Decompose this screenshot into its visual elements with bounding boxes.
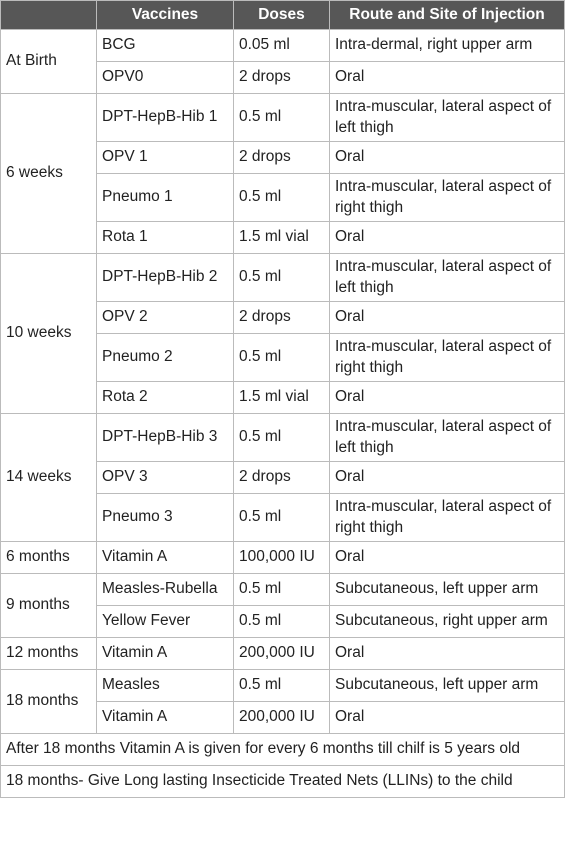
route-cell: Oral <box>329 637 565 670</box>
dose-cell: 1.5 ml vial <box>233 221 330 254</box>
table-row: Yellow Fever 0.5 ml Subcutaneous, right up… <box>1 605 565 638</box>
note-cell: 18 months- Give Long lasting Insecticide… <box>0 765 565 798</box>
route-cell: Intra-muscular, lateral aspect of right … <box>329 493 565 542</box>
route-cell: Oral <box>329 461 565 494</box>
table-row: Rota 2 1.5 ml vial Oral <box>1 381 565 414</box>
dose-cell: 200,000 IU <box>233 637 330 670</box>
route-cell: Subcutaneous, left upper arm <box>329 573 565 606</box>
table-row: Pneumo 1 0.5 ml Intra-muscular, lateral as… <box>1 173 565 222</box>
vaccine-cell: DPT-HepB-Hib 1 <box>96 93 234 142</box>
table-row: 6 weeks DPT-HepB-Hib 1 0.5 ml Intra-muscula… <box>0 93 565 254</box>
vaccine-cell: Vitamin A <box>96 541 234 574</box>
vaccination-table: Vaccines Doses Route and Site of Injection… <box>0 0 565 798</box>
route-cell: Oral <box>329 381 565 414</box>
age-cell: 6 weeks <box>0 93 97 254</box>
vaccine-cell: DPT-HepB-Hib 3 <box>96 413 234 462</box>
route-cell: Subcutaneous, left upper arm <box>329 669 565 702</box>
vaccine-cell: DPT-HepB-Hib 2 <box>96 253 234 302</box>
table-row: 6 months Vitamin A 100,000 IU Oral <box>0 541 565 574</box>
table-row: 18 months Measles 0.5 ml Subcutaneous, left… <box>0 669 565 734</box>
age-cell: 14 weeks <box>0 413 97 542</box>
table-row: At Birth BCG 0.05 ml Intra-dermal, right up… <box>0 29 565 94</box>
dose-cell: 0.5 ml <box>233 333 330 382</box>
route-cell: Intra-muscular, lateral aspect of right … <box>329 333 565 382</box>
table-row: Pneumo 3 0.5 ml Intra-muscular, lateral as… <box>1 493 565 542</box>
vaccine-cell: BCG <box>96 29 234 62</box>
route-cell: Oral <box>329 61 565 94</box>
dose-cell: 0.5 ml <box>233 493 330 542</box>
header-cell <box>0 0 97 30</box>
route-cell: Oral <box>329 221 565 254</box>
age-cell: 9 months <box>0 573 97 638</box>
note-row: After 18 months Vitamin A is given for e… <box>0 733 565 766</box>
dose-cell: 100,000 IU <box>233 541 330 574</box>
note-row: 18 months- Give Long lasting Insecticide… <box>0 765 565 798</box>
header-cell: Route and Site of Injection <box>329 0 565 30</box>
vaccine-cell: Measles-Rubella <box>96 573 234 606</box>
table-row: 9 months Measles-Rubella 0.5 ml Subcutaneou… <box>0 573 565 638</box>
table-row: 10 weeks DPT-HepB-Hib 2 0.5 ml Intra-muscul… <box>0 253 565 414</box>
vaccine-cell: Vitamin A <box>96 701 234 734</box>
dose-cell: 0.5 ml <box>233 573 330 606</box>
table-row: 12 months Vitamin A 200,000 IU Oral <box>0 637 565 670</box>
vaccine-cell: OPV 1 <box>96 141 234 174</box>
header-cell: Doses <box>233 0 330 30</box>
table-row: Pneumo 2 0.5 ml Intra-muscular, lateral as… <box>1 333 565 382</box>
vaccine-cell: Pneumo 3 <box>96 493 234 542</box>
dose-cell: 0.5 ml <box>233 253 330 302</box>
table-row: 14 weeks DPT-HepB-Hib 3 0.5 ml Intra-muscul… <box>0 413 565 542</box>
dose-cell: 0.5 ml <box>233 669 330 702</box>
dose-cell: 0.5 ml <box>233 173 330 222</box>
header-cell: Vaccines <box>96 0 234 30</box>
route-cell: Oral <box>329 141 565 174</box>
vaccine-cell: Rota 2 <box>96 381 234 414</box>
vaccine-cell: Vitamin A <box>96 637 234 670</box>
route-cell: Intra-muscular, lateral aspect of right … <box>329 173 565 222</box>
age-cell: 10 weeks <box>0 253 97 414</box>
table-row: OPV0 2 drops Oral <box>1 61 565 94</box>
table-body: At Birth BCG 0.05 ml Intra-dermal, right up… <box>0 29 565 798</box>
route-cell: Intra-muscular, lateral aspect of left t… <box>329 93 565 142</box>
dose-cell: 0.5 ml <box>233 413 330 462</box>
dose-cell: 1.5 ml vial <box>233 381 330 414</box>
dose-cell: 0.5 ml <box>233 605 330 638</box>
dose-cell: 200,000 IU <box>233 701 330 734</box>
route-cell: Intra-muscular, lateral aspect of left t… <box>329 413 565 462</box>
vaccine-cell: OPV0 <box>96 61 234 94</box>
vaccine-cell: OPV 3 <box>96 461 234 494</box>
header-row: Vaccines Doses Route and Site of Injection <box>0 0 565 30</box>
vaccine-cell: Yellow Fever <box>96 605 234 638</box>
age-cell: 12 months <box>0 637 97 670</box>
note-cell: After 18 months Vitamin A is given for e… <box>0 733 565 766</box>
route-cell: Oral <box>329 701 565 734</box>
vaccine-cell: Measles <box>96 669 234 702</box>
route-cell: Oral <box>329 301 565 334</box>
dose-cell: 0.05 ml <box>233 29 330 62</box>
vaccine-cell: Rota 1 <box>96 221 234 254</box>
dose-cell: 2 drops <box>233 141 330 174</box>
age-cell: At Birth <box>0 29 97 94</box>
dose-cell: 2 drops <box>233 301 330 334</box>
table-row: Rota 1 1.5 ml vial Oral <box>1 221 565 254</box>
age-cell: 18 months <box>0 669 97 734</box>
route-cell: Oral <box>329 541 565 574</box>
vaccine-cell: Pneumo 2 <box>96 333 234 382</box>
route-cell: Subcutaneous, right upper arm <box>329 605 565 638</box>
vaccine-cell: OPV 2 <box>96 301 234 334</box>
table-row: Vitamin A 200,000 IU Oral <box>1 701 565 734</box>
route-cell: Intra-dermal, right upper arm <box>329 29 565 62</box>
route-cell: Intra-muscular, lateral aspect of left t… <box>329 253 565 302</box>
age-cell: 6 months <box>0 541 97 574</box>
dose-cell: 0.5 ml <box>233 93 330 142</box>
vaccine-cell: Pneumo 1 <box>96 173 234 222</box>
dose-cell: 2 drops <box>233 61 330 94</box>
dose-cell: 2 drops <box>233 461 330 494</box>
